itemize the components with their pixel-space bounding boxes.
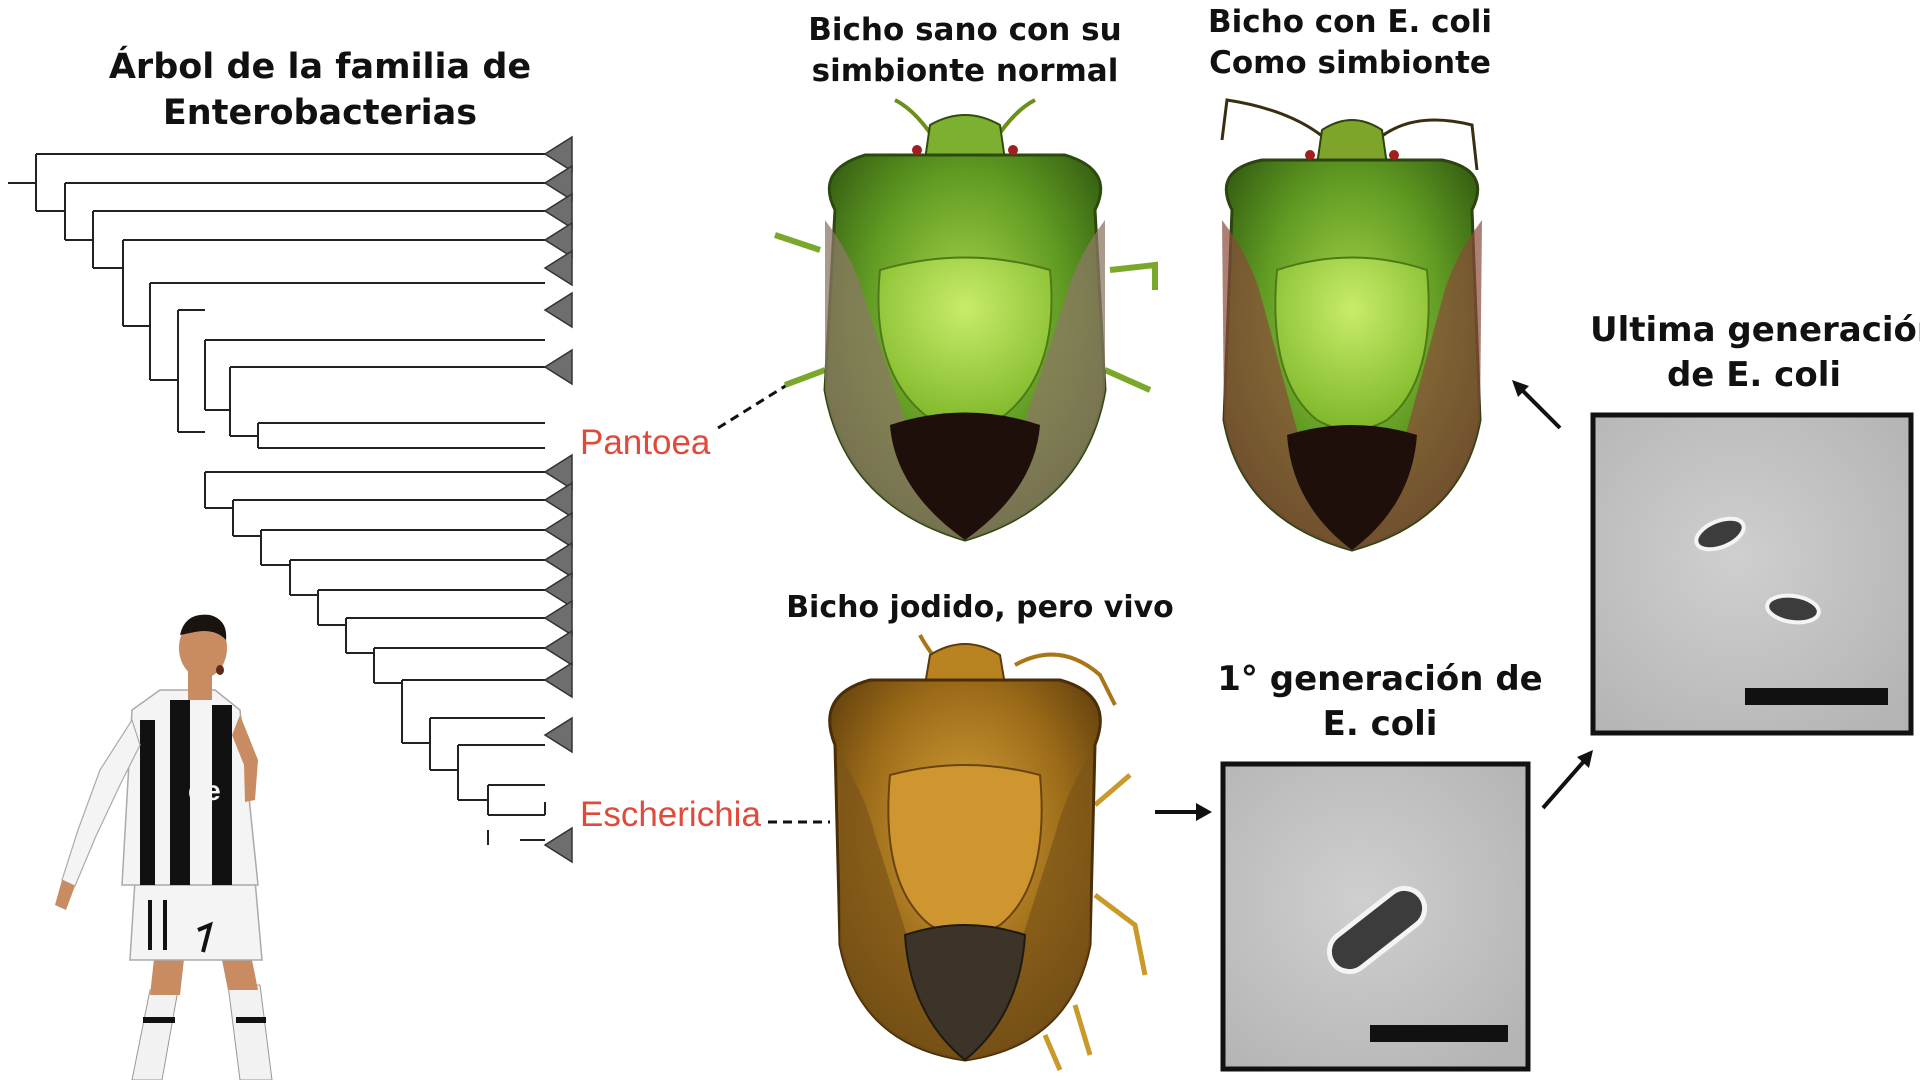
collapsed-clade-triangle xyxy=(543,164,573,202)
tree-title-line1: Árbol de la familia de xyxy=(108,47,532,87)
clade-connectors xyxy=(717,378,830,824)
healthy-bug-caption-line2: simbionte normal xyxy=(811,52,1119,89)
micrograph-first-generation xyxy=(1220,761,1531,1072)
last-generation-caption-line2: de E. coli xyxy=(1666,354,1842,395)
collapsed-clade-triangle xyxy=(543,541,573,579)
collapsed-clade-triangle xyxy=(543,571,573,609)
collapsed-clade-triangle xyxy=(543,249,573,287)
footballer-figure: qe xyxy=(55,614,273,1080)
bacterium-cell xyxy=(1694,516,1746,552)
first-generation-caption: 1° generación de E. coli xyxy=(1210,657,1550,747)
stink-bug-image xyxy=(1220,98,1482,552)
last-generation-caption: Ultima generación de E. coli xyxy=(1590,308,1920,398)
collapsed-clade-triangle xyxy=(543,629,573,667)
stink-bug-image xyxy=(828,634,1148,1071)
clade-label-pantoea: Pantoea xyxy=(580,423,711,462)
first-generation-caption-line2: E. coli xyxy=(1322,703,1438,744)
collapsed-clade-triangle xyxy=(543,826,573,864)
ecoli-bug-caption-line1: Bicho con E. coli xyxy=(1208,4,1492,40)
healthy-bug-caption-line1: Bicho sano con su xyxy=(808,12,1122,48)
arrow-icon xyxy=(1512,380,1562,430)
collapsed-clade-triangle xyxy=(543,221,573,259)
svg-text:qe: qe xyxy=(188,775,221,806)
arrow-icon xyxy=(1541,750,1593,810)
bacterium-cell xyxy=(1326,885,1428,975)
clade-label-escherichia: Escherichia xyxy=(580,795,761,834)
collapsed-clade-triangle xyxy=(543,453,573,491)
collapsed-clade-triangle xyxy=(543,291,573,329)
scale-bar xyxy=(1745,688,1888,705)
collapsed-clade-triangle xyxy=(543,661,573,699)
first-generation-caption-line1: 1° generación de xyxy=(1217,659,1543,699)
arrows xyxy=(1155,380,1593,821)
micrograph-last-generation xyxy=(1590,412,1914,736)
collapsed-clades xyxy=(543,135,573,864)
ecoli-bug-caption: Bicho con E. coli Como simbionte xyxy=(1180,2,1520,84)
collapsed-clade-triangle xyxy=(543,348,573,386)
tree-title: Árbol de la familia de Enterobacterias xyxy=(40,44,600,136)
damaged-bug-caption: Bicho jodido, pero vivo xyxy=(786,590,1174,625)
phylogenetic-tree xyxy=(8,153,546,845)
healthy-bug-caption: Bicho sano con su simbionte normal xyxy=(780,10,1150,92)
collapsed-clade-triangle xyxy=(543,716,573,754)
pantoea-connector xyxy=(717,378,796,430)
stink-bug-image xyxy=(774,98,1158,542)
arrow-icon xyxy=(1155,803,1212,821)
collapsed-clade-triangle xyxy=(543,135,573,173)
tree-title-line2: Enterobacterias xyxy=(162,93,478,134)
collapsed-clade-triangle xyxy=(543,192,573,230)
last-generation-caption-line1: Ultima generación xyxy=(1590,310,1920,350)
bacterium-cell xyxy=(1765,593,1821,625)
ecoli-bug-caption-line2: Como simbionte xyxy=(1209,44,1491,81)
collapsed-clade-triangle xyxy=(543,511,573,549)
collapsed-clade-triangle xyxy=(543,599,573,637)
collapsed-clade-triangle xyxy=(543,481,573,519)
scale-bar xyxy=(1370,1025,1508,1042)
